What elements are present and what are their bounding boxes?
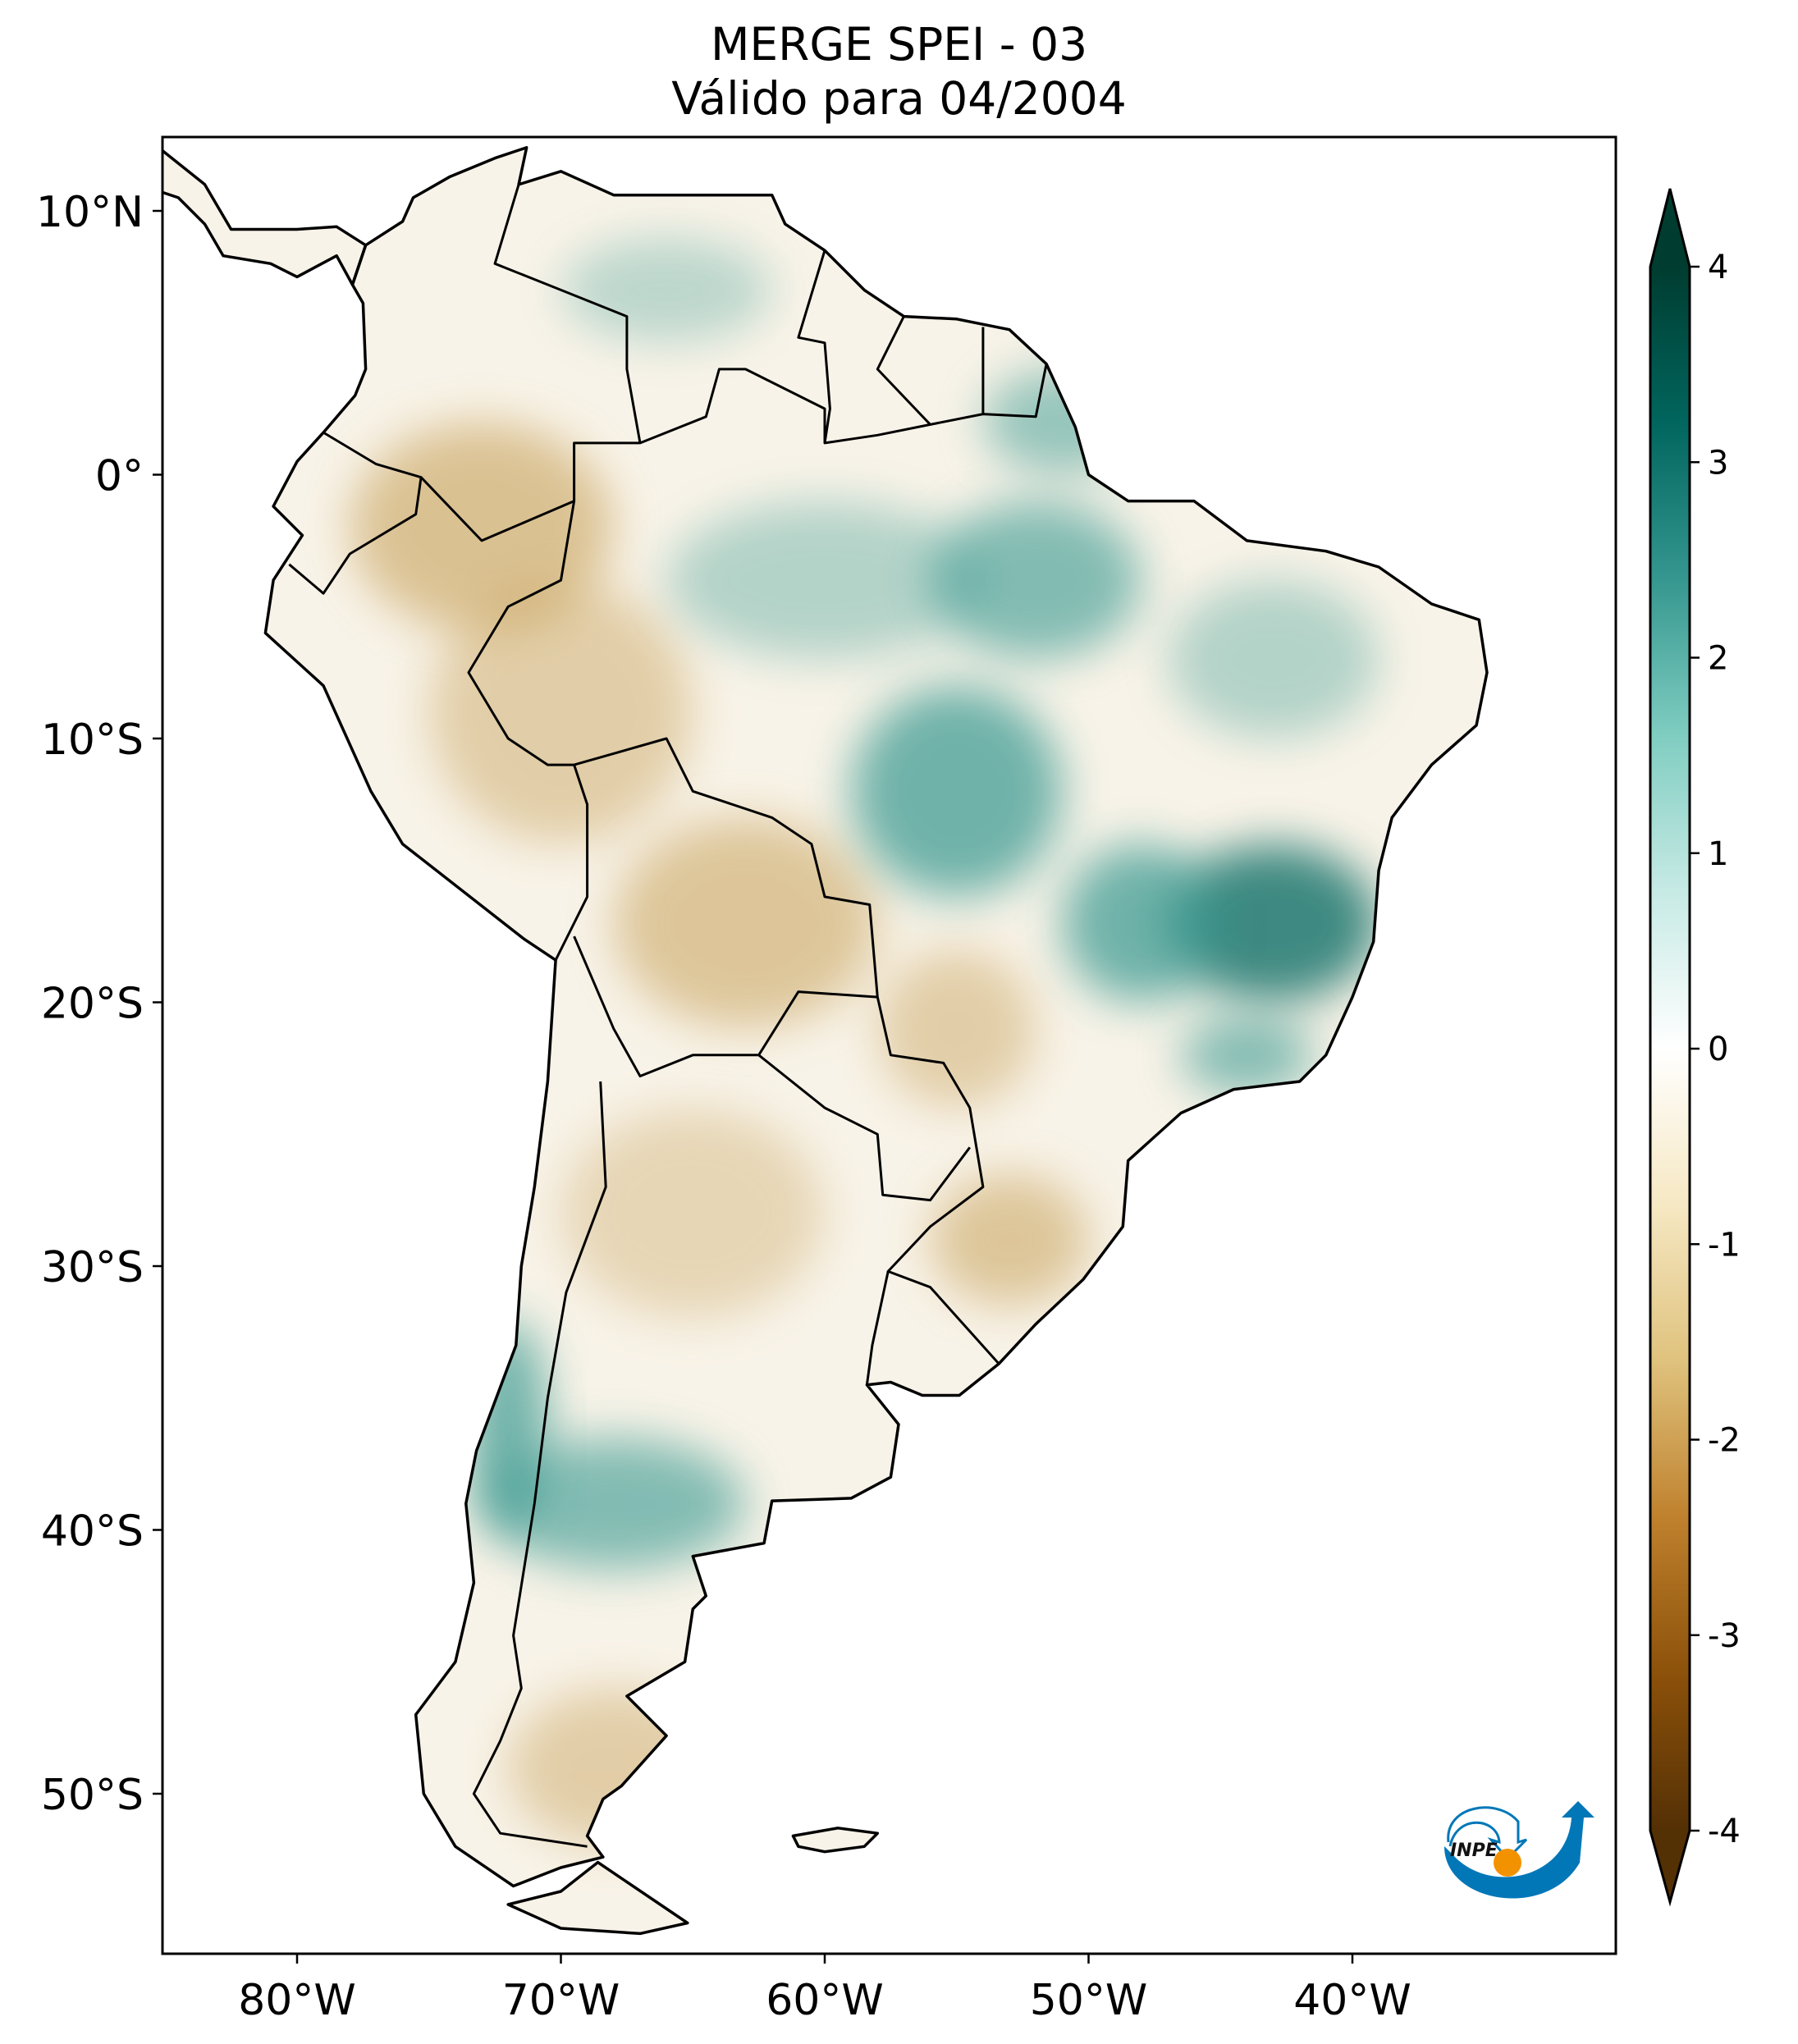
longitude-tick-label: 70°W: [502, 1976, 620, 2025]
colorbar-gradient: [1650, 267, 1690, 1831]
latitude-tick-label: 30°S: [41, 1243, 144, 1292]
coastline: [263, 146, 1489, 1888]
spei-anomaly-region: [1062, 844, 1220, 1003]
border-line: [573, 935, 878, 1077]
colorbar-tick-label: 4: [1708, 249, 1728, 286]
longitude-axis: 80°W 70°W 60°W 50°W 40°W: [238, 1954, 1411, 2025]
colorbar-tick-label: -4: [1708, 1813, 1741, 1850]
longitude-tick-label: 40°W: [1293, 1976, 1411, 2025]
spei-anomaly-region: [561, 1108, 825, 1319]
latitude-tick-label: 10°N: [36, 188, 144, 237]
border-line: [797, 249, 831, 444]
latitude-tick-label: 0°: [95, 452, 144, 501]
map-title: MERGE SPEI - 03: [710, 18, 1088, 71]
coastline: [506, 1860, 689, 1936]
map-subtitle: Válido para 04/2004: [671, 72, 1127, 125]
border-line: [420, 476, 575, 542]
spei-anomaly-region: [1181, 1015, 1313, 1095]
colorbar-tick-label: -2: [1708, 1422, 1741, 1460]
latitude-tick-label: 40°S: [41, 1507, 144, 1557]
coastline: [791, 1827, 880, 1854]
border-line: [554, 764, 589, 961]
spei-anomaly-region: [877, 949, 1036, 1108]
colorbar-tick-label: 1: [1708, 835, 1728, 873]
border-line: [467, 364, 1048, 1365]
colorbar-extend-min: [1650, 1831, 1690, 1902]
latitude-tick-label: 10°S: [41, 716, 144, 765]
latitude-axis: 10°N 0° 10°S 20°S 30°S 40°S 50°S: [36, 188, 162, 1820]
longitude-tick-label: 60°W: [766, 1976, 884, 2025]
inpe-logo: INPE: [1444, 1801, 1594, 1899]
spei-anomaly-region: [1168, 844, 1379, 1003]
longitude-tick-label: 80°W: [238, 1976, 356, 2025]
spei-anomaly-region: [508, 1688, 719, 1846]
latitude-tick-label: 50°S: [41, 1771, 144, 1820]
border-line: [288, 431, 423, 595]
spei-anomaly-region: [667, 501, 982, 660]
spei-anomaly-region: [931, 501, 1141, 660]
spei-anomaly-region: [931, 1173, 1089, 1306]
border-line: [757, 1054, 972, 1202]
spei-anomaly-region: [614, 818, 877, 1029]
coastline: [162, 149, 368, 286]
colorbar: 4 3 2 1 0 -1 -2 -3 -4: [1649, 188, 1741, 1907]
border-line: [493, 184, 642, 444]
longitude-tick-label: 50°W: [1030, 1976, 1148, 2025]
spei-anomaly-region: [983, 369, 1141, 475]
spei-anomaly-region: [561, 237, 772, 343]
colorbar-tick-label: 2: [1708, 640, 1728, 678]
border-line: [472, 1081, 607, 1848]
colorbar-extend-max: [1650, 189, 1690, 267]
spei-anomaly-region: [1168, 580, 1379, 738]
colorbar-tick-label: 3: [1708, 444, 1728, 482]
spei-anomaly-region: [482, 1438, 745, 1570]
border-line: [865, 1271, 890, 1385]
spei-anomaly-region: [851, 686, 1062, 897]
spei-anomaly-region: [429, 580, 693, 844]
country-borders: [288, 184, 1048, 1848]
colorbar-tick-label: -1: [1708, 1226, 1741, 1264]
logo-text: INPE: [1450, 1841, 1498, 1861]
colorbar-tick-label: 0: [1708, 1031, 1728, 1068]
colorbar-tick-label: -3: [1708, 1617, 1741, 1655]
latitude-tick-label: 20°S: [41, 980, 144, 1029]
land-area: [162, 137, 1489, 1936]
border-line: [876, 315, 931, 426]
map-frame: [161, 135, 1617, 1955]
